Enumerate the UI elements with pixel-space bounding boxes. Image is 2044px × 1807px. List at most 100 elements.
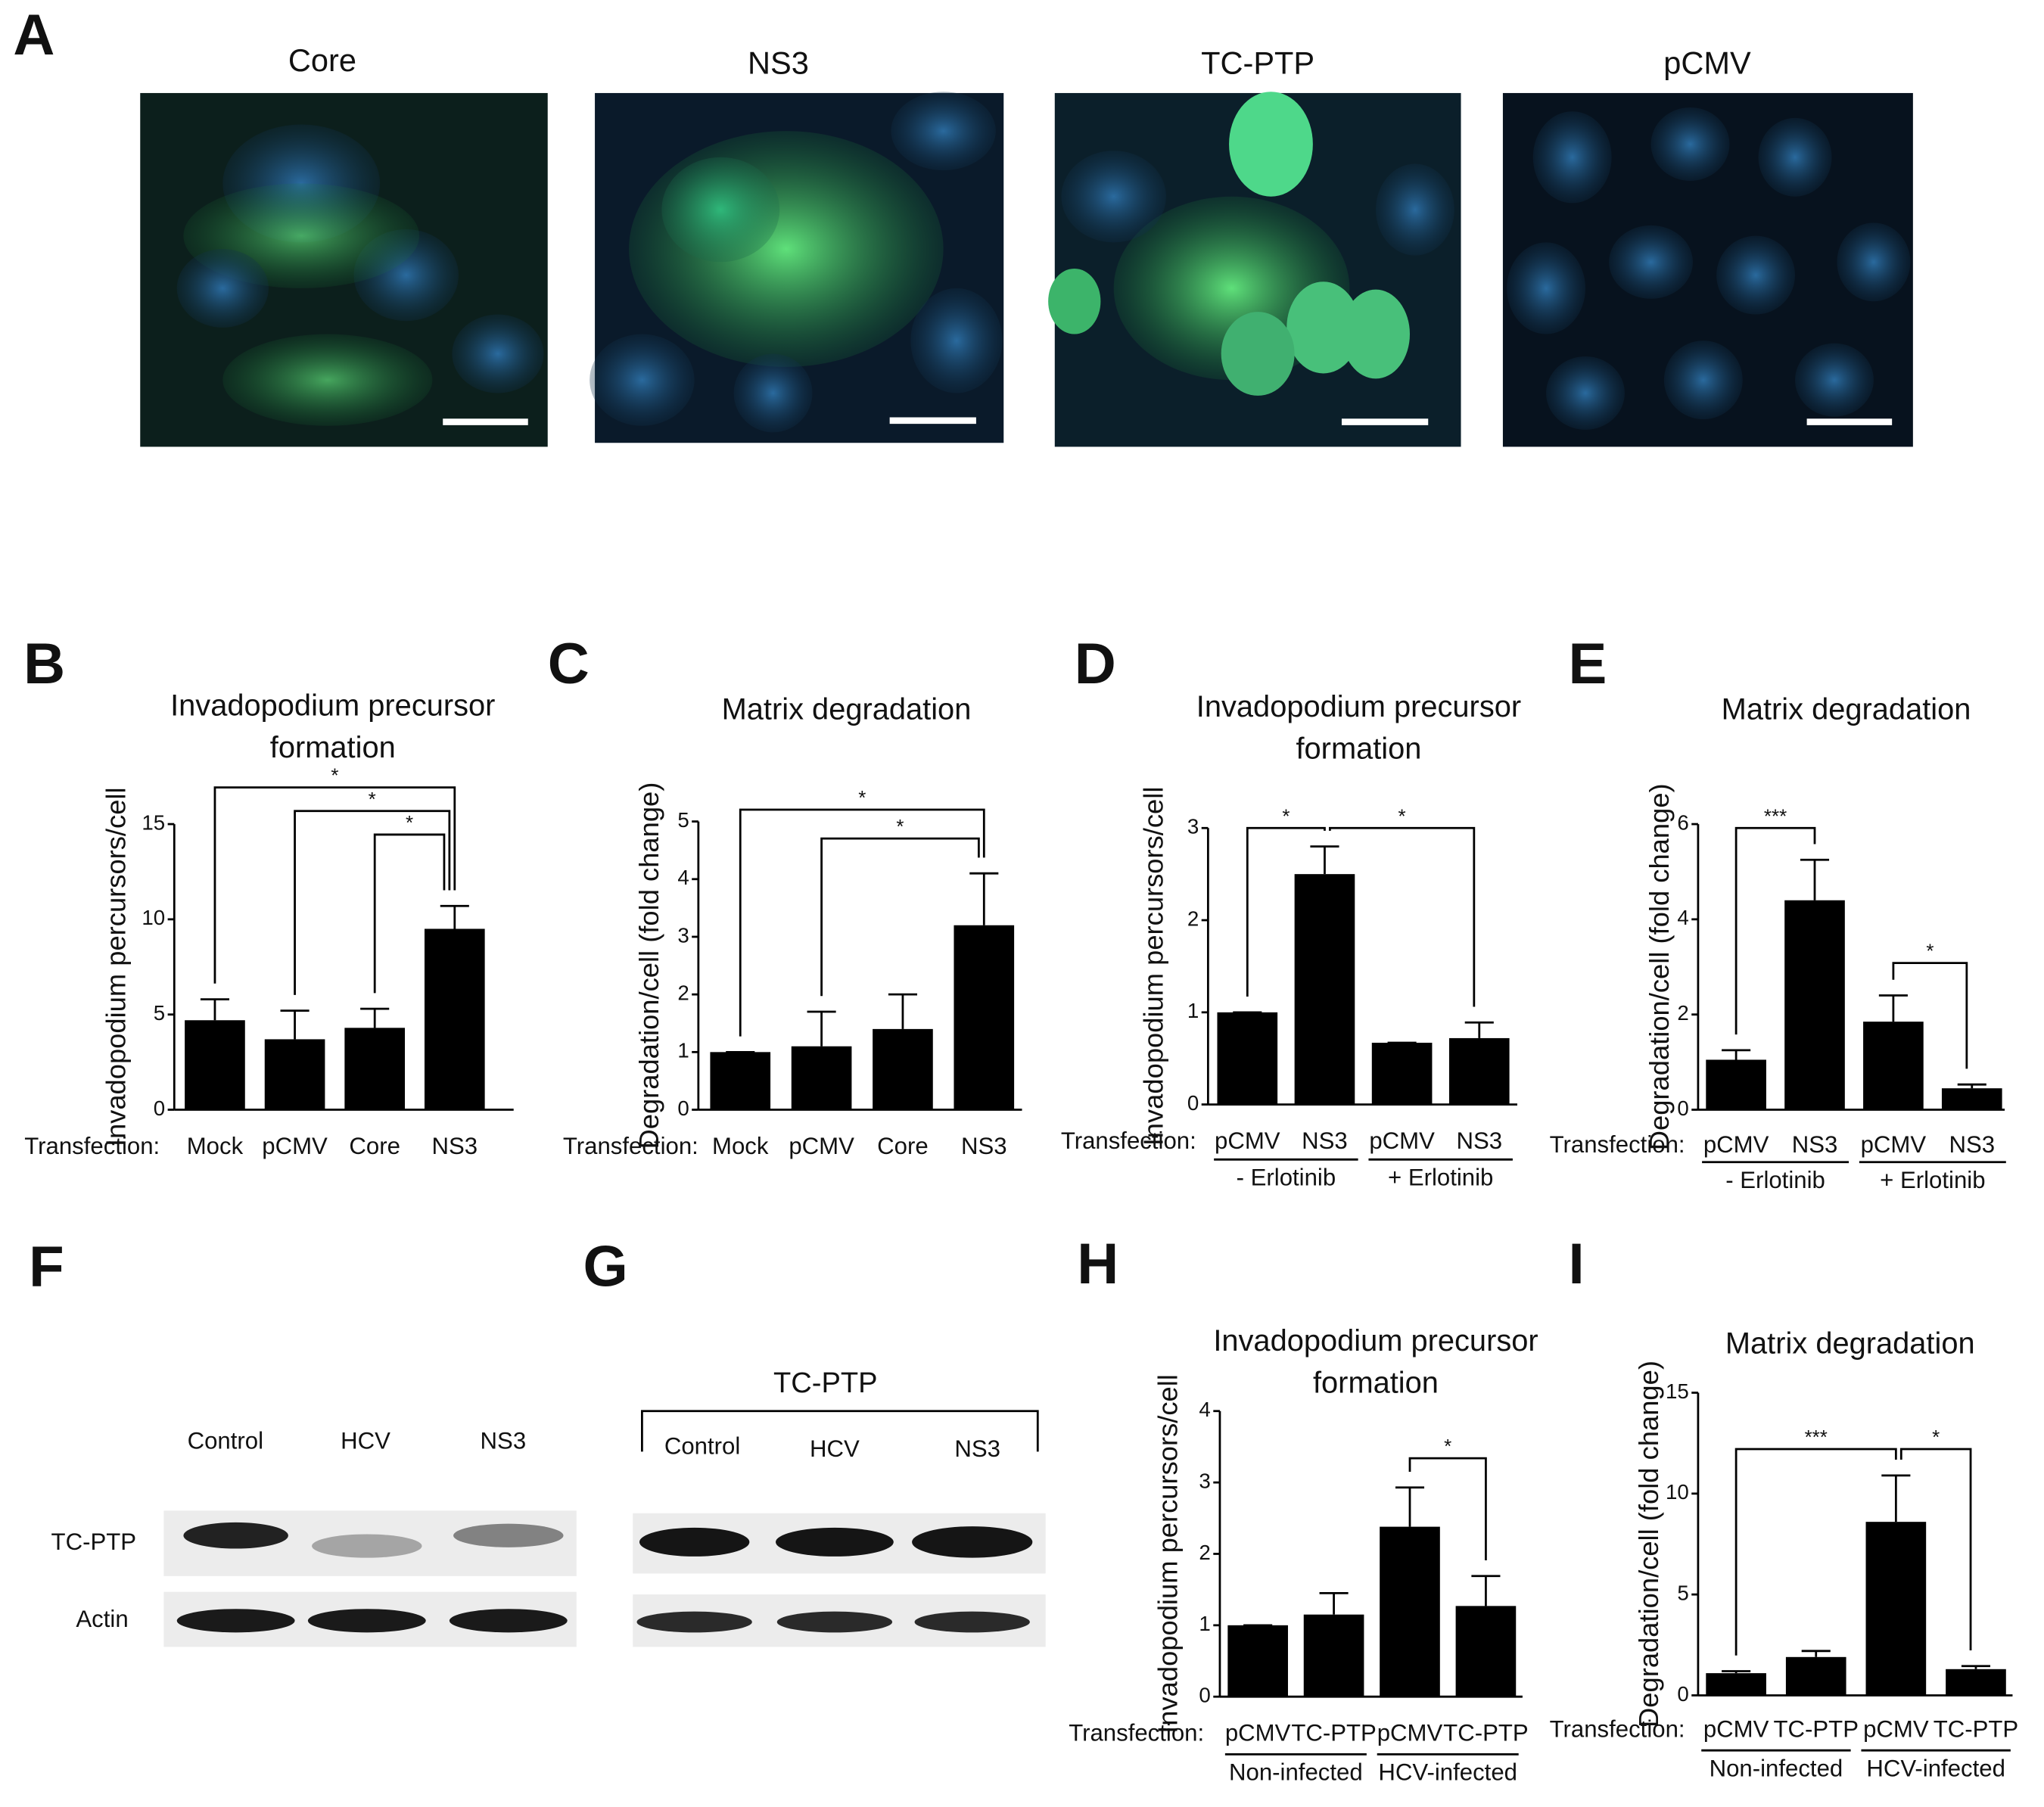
x-tick-label: pCMV (1225, 1720, 1291, 1746)
y-tick-label: 5 (677, 808, 689, 832)
x-tick-label: Core (877, 1133, 929, 1159)
x-tick-label: NS3 (1302, 1127, 1348, 1154)
group-label: + Erlotinib (1388, 1165, 1493, 1191)
y-tick-label: 2 (1187, 907, 1199, 930)
row-label: Actin (76, 1606, 128, 1632)
x-tick-label: pCMV (1377, 1720, 1443, 1746)
x-tick-label: TC-PTP (1773, 1715, 1859, 1742)
y-tick-label: 5 (1677, 1581, 1688, 1604)
x-tick-label: pCMV (1215, 1127, 1280, 1154)
group-label: Non-infected (1710, 1755, 1843, 1781)
y-tick-label: 0 (1677, 1682, 1688, 1706)
bar (1380, 1526, 1440, 1697)
chart-title: Matrix degradation (1725, 1327, 1975, 1361)
error-bar (1310, 845, 1339, 875)
bar (344, 1028, 406, 1110)
y-tick-label: 0 (1677, 1096, 1688, 1120)
error-bar (200, 998, 229, 1021)
significance-label: *** (1805, 1426, 1828, 1448)
y-tick-label: 3 (1187, 815, 1199, 838)
x-prefix: Transfection: (1069, 1720, 1204, 1746)
y-tick-label: 15 (142, 810, 165, 834)
panel-letter: H (1077, 1232, 1118, 1296)
x-tick-label: pCMV (262, 1133, 328, 1159)
chart-title: Matrix degradation (1722, 693, 1971, 726)
bar (954, 925, 1015, 1110)
group-label: HCV-infected (1866, 1755, 2005, 1781)
x-prefix: Transfection: (1550, 1715, 1685, 1742)
image-label: Core (288, 42, 356, 78)
significance-label: * (406, 811, 413, 834)
bar (1706, 1059, 1766, 1110)
image-label: TC-PTP (1201, 45, 1314, 81)
y-tick-label: 2 (1199, 1541, 1210, 1564)
blot-panel: F Control HCV NS3 TC-PTP Actin (29, 1235, 577, 1647)
x-tick-label: pCMV (1703, 1715, 1769, 1742)
significance-bracket (1246, 826, 1326, 997)
band (176, 1609, 295, 1633)
y-tick-label: 3 (677, 923, 689, 947)
bar (1371, 1043, 1433, 1105)
significance-bracket (1408, 1457, 1487, 1560)
error-bar (1800, 858, 1830, 900)
chart-title: formation (1313, 1367, 1439, 1400)
bar (1865, 1522, 1927, 1696)
panel-letter: C (548, 632, 590, 696)
significance-label: * (369, 788, 376, 810)
error-bar (1395, 1486, 1425, 1527)
panel-letter: E (1568, 632, 1607, 696)
chart-title: formation (1296, 732, 1421, 766)
group-label: + Erlotinib (1880, 1167, 1985, 1193)
bar (1785, 1656, 1846, 1696)
significance-label: * (1282, 804, 1290, 827)
significance-label: * (896, 815, 904, 838)
bar (1946, 1669, 2006, 1696)
band (449, 1609, 568, 1633)
error-bar (360, 1007, 390, 1028)
bar (1455, 1606, 1517, 1697)
error-bar (1464, 1021, 1494, 1038)
band (636, 1611, 752, 1633)
bar (1227, 1625, 1288, 1697)
y-tick-label: 2 (677, 981, 689, 1004)
x-tick-label: NS3 (1949, 1131, 1995, 1158)
group-label: - Erlotinib (1725, 1167, 1825, 1193)
error-bar (1801, 1650, 1831, 1657)
y-axis-label: Degradation/cell (fold change) (633, 782, 664, 1149)
error-bar (280, 1009, 310, 1040)
x-prefix: Transfection: (1550, 1131, 1685, 1158)
image-label: NS3 (748, 45, 809, 81)
micrograph (1048, 92, 1461, 447)
y-tick-label: 2 (1677, 1001, 1688, 1025)
bar (873, 1028, 933, 1110)
bar (1448, 1037, 1510, 1105)
bar (1294, 874, 1355, 1105)
y-tick-label: 0 (1187, 1091, 1199, 1115)
panel-letter: I (1568, 1232, 1584, 1296)
band (183, 1522, 288, 1549)
chart-title: formation (270, 731, 396, 764)
error-bar (1878, 994, 1908, 1022)
y-tick-label: 6 (1677, 810, 1688, 834)
x-tick-label: NS3 (1792, 1131, 1838, 1158)
lane-label: HCV (341, 1428, 390, 1454)
bar (1863, 1022, 1924, 1110)
error-bar (440, 904, 469, 929)
significance-bracket (820, 837, 980, 997)
significance-bracket (1734, 1448, 1897, 1656)
band (639, 1527, 750, 1557)
y-axis-label: Invadopodium percursors/cell (1138, 787, 1169, 1146)
x-tick-label: TC-PTP (1934, 1715, 2019, 1742)
error-bar (1961, 1665, 1991, 1669)
lane-label: HCV (810, 1435, 860, 1462)
chart-title: Invadopodium precursor (170, 689, 495, 722)
significance-bracket (213, 786, 456, 984)
micrograph (590, 92, 1004, 443)
significance-label: * (331, 764, 338, 787)
lane-label: NS3 (954, 1435, 1000, 1462)
micrograph (1502, 92, 1913, 447)
y-axis-label: Invadopodium percursors/cell (100, 787, 131, 1146)
error-bar (1471, 1575, 1501, 1606)
significance-bracket (1328, 826, 1476, 1007)
bar (424, 928, 485, 1110)
